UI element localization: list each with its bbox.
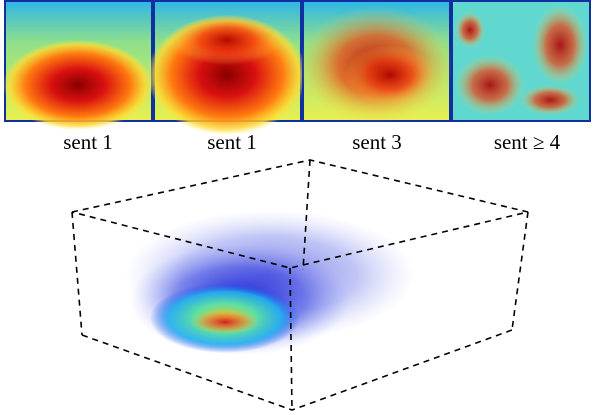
panel-label: sent 1: [207, 130, 257, 154]
heatmap-1: [3, 1, 153, 130]
figure: sent 1 sent 1 sent 3 sent ≥ 4: [0, 0, 595, 415]
volume-render: [125, 210, 415, 355]
figure-canvas: sent 1 sent 1 sent 3 sent ≥ 4: [0, 0, 595, 415]
panel-label: sent ≥ 4: [494, 130, 561, 154]
panel-label: sent 3: [352, 130, 402, 154]
heatmap-2: [147, 1, 307, 135]
panel-label: sent 1: [63, 130, 113, 154]
heatmap-3: [298, 1, 454, 123]
heatmap-4: [452, 1, 590, 121]
